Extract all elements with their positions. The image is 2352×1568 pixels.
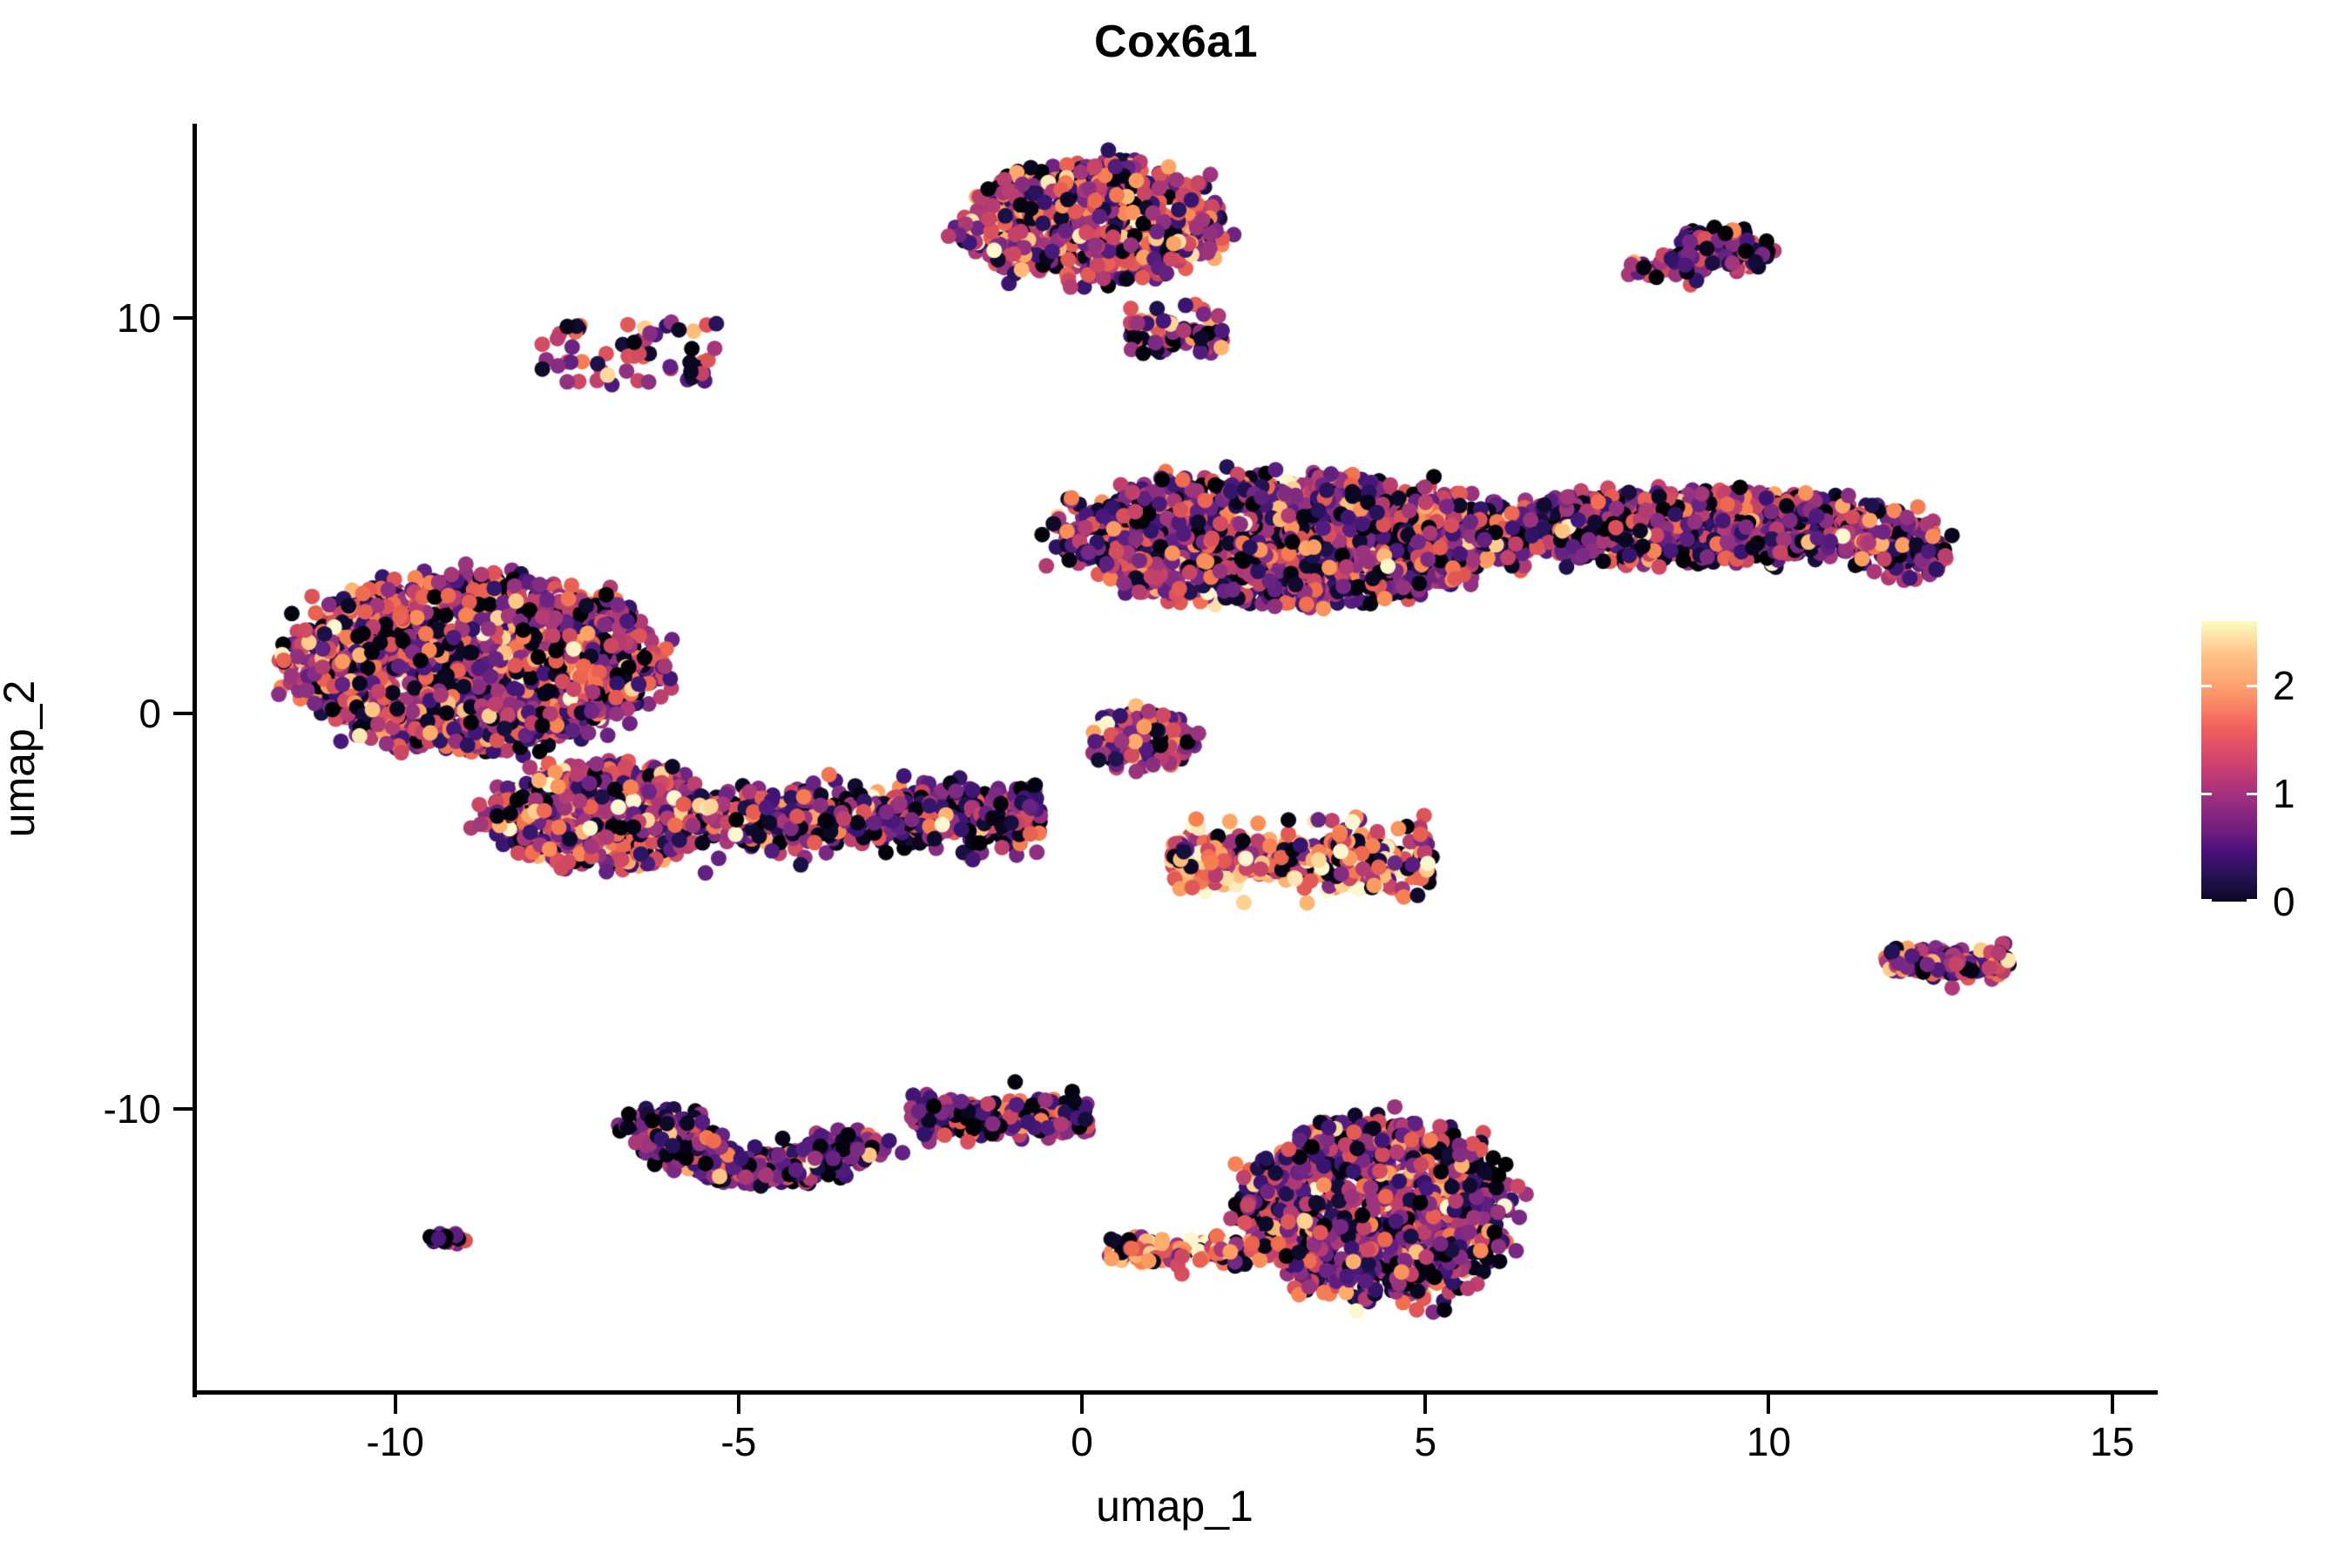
page-title: Cox6a1 — [1094, 17, 1258, 67]
x-tick-label: 10 — [1746, 1419, 1792, 1464]
legend-tick-label: 2 — [2273, 663, 2295, 709]
y-axis-line — [193, 124, 197, 1397]
legend-tick-label: 0 — [2273, 879, 2295, 924]
legend-tick-mark — [2247, 685, 2257, 688]
x-tick-label: 0 — [1071, 1419, 1093, 1464]
x-tick-mark — [736, 1395, 740, 1414]
y-tick-mark — [173, 1106, 193, 1111]
legend-tick-label: 1 — [2273, 771, 2295, 817]
plot-panel — [196, 124, 2153, 1394]
x-tick-label: -5 — [720, 1419, 757, 1464]
y-axis-label: umap_2 — [0, 679, 44, 838]
legend-tick-mark — [2201, 685, 2212, 688]
legend-tick-mark — [2247, 793, 2257, 796]
x-tick-mark — [2110, 1395, 2114, 1414]
y-tick-label: 10 — [116, 294, 161, 341]
x-axis-line — [193, 1390, 2158, 1395]
legend-colorbar — [2201, 621, 2257, 902]
legend-tick-mark — [2201, 793, 2212, 796]
x-tick-mark — [1423, 1395, 1428, 1414]
y-tick-label: 0 — [139, 690, 161, 736]
legend-tick-mark — [2247, 899, 2257, 902]
y-tick-label: -10 — [103, 1085, 161, 1132]
x-tick-mark — [1080, 1395, 1085, 1414]
y-tick-mark — [173, 711, 193, 715]
x-tick-mark — [1767, 1395, 1771, 1414]
x-axis-label: umap_1 — [1096, 1482, 1254, 1531]
legend-tick-mark — [2201, 899, 2212, 902]
color-legend: 2 1 0 — [2201, 621, 2295, 924]
x-tick-label: -10 — [366, 1419, 424, 1464]
x-tick-label: 5 — [1414, 1419, 1437, 1464]
scatter-canvas — [196, 124, 2153, 1394]
x-tick-label: 15 — [2090, 1419, 2135, 1464]
y-tick-mark — [173, 315, 193, 320]
x-tick-mark — [393, 1395, 397, 1414]
